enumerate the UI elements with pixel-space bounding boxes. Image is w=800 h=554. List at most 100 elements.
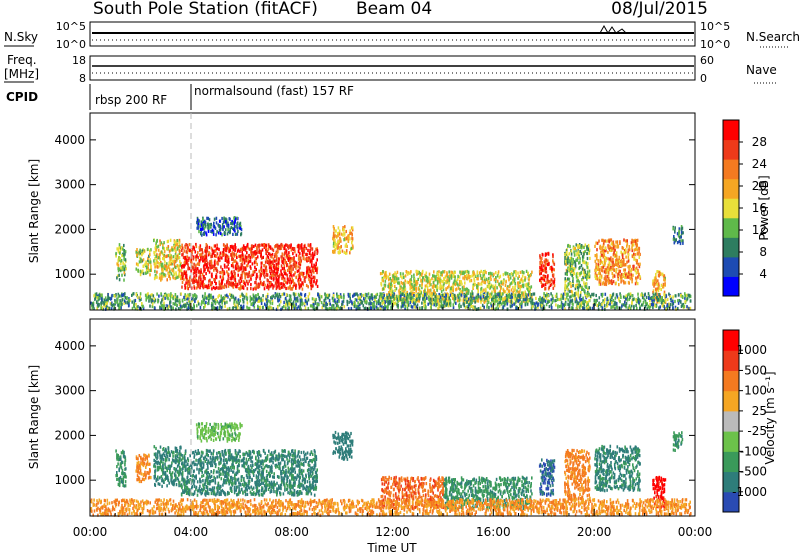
echo-cell bbox=[122, 265, 124, 269]
echo-cell bbox=[233, 225, 236, 229]
echo-cell bbox=[541, 268, 544, 272]
echo-cell bbox=[187, 263, 189, 267]
echo-cell bbox=[401, 282, 404, 286]
echo-cell bbox=[208, 218, 211, 222]
echo-cell bbox=[212, 299, 215, 303]
echo-cell bbox=[202, 224, 205, 228]
echo-cell bbox=[421, 294, 424, 298]
echo-cell bbox=[276, 274, 278, 278]
echo-region bbox=[672, 225, 684, 246]
echo-cell bbox=[283, 270, 285, 274]
echo-cell bbox=[586, 265, 589, 269]
echo-cell bbox=[303, 244, 306, 248]
echo-cell bbox=[483, 292, 486, 296]
echo-cell bbox=[236, 232, 239, 236]
echo-cell bbox=[403, 284, 405, 288]
echo-cell bbox=[448, 270, 450, 274]
echo-cell bbox=[168, 267, 171, 271]
echo-cell bbox=[391, 284, 394, 288]
echo-cell bbox=[569, 299, 572, 303]
echo-cell bbox=[396, 297, 398, 301]
echo-cell bbox=[151, 304, 154, 309]
echo-cell bbox=[448, 281, 450, 285]
echo-cell bbox=[214, 306, 216, 310]
echo-cell bbox=[289, 257, 292, 261]
echo-cell bbox=[186, 278, 189, 282]
echo-cell bbox=[196, 254, 198, 258]
echo-cell bbox=[605, 256, 608, 260]
echo-cell bbox=[255, 267, 257, 272]
echo-cell bbox=[625, 301, 628, 306]
echo-cell bbox=[618, 269, 620, 273]
echo-cell bbox=[654, 287, 657, 291]
echo-cell bbox=[270, 264, 273, 268]
echo-cell bbox=[154, 262, 156, 266]
echo-cell bbox=[680, 293, 682, 297]
echo-cell bbox=[173, 240, 176, 245]
echo-cell bbox=[496, 274, 499, 278]
echo-cell bbox=[565, 296, 568, 300]
echo-cell bbox=[303, 250, 305, 254]
echo-cell bbox=[407, 300, 409, 304]
echo-cell bbox=[122, 261, 125, 265]
echo-cell bbox=[416, 281, 419, 285]
echo-cell bbox=[202, 285, 205, 289]
echo-cell bbox=[299, 260, 301, 264]
echo-cell bbox=[178, 241, 180, 245]
echo-cell bbox=[276, 250, 279, 254]
cpid-label: CPID bbox=[6, 90, 38, 104]
echo-cell bbox=[122, 268, 124, 272]
echo-cell bbox=[315, 262, 317, 266]
echo-cell bbox=[240, 254, 243, 258]
echo-cell bbox=[410, 285, 413, 290]
echo-cell bbox=[626, 260, 628, 264]
echo-cell bbox=[165, 304, 168, 308]
echo-cell bbox=[161, 275, 163, 279]
echo-cell bbox=[188, 295, 190, 299]
echo-cell bbox=[198, 246, 201, 250]
echo-cell bbox=[200, 232, 202, 236]
echo-cell bbox=[234, 246, 237, 250]
echo-cell bbox=[244, 281, 246, 285]
echo-cell bbox=[125, 297, 128, 301]
echo-cell bbox=[632, 243, 635, 247]
echo-cell bbox=[624, 251, 626, 255]
echo-cell bbox=[288, 286, 291, 290]
echo-cell bbox=[247, 246, 249, 250]
echo-cell bbox=[269, 260, 272, 264]
echo-cell bbox=[477, 282, 480, 286]
echo-cell bbox=[485, 299, 487, 303]
echo-cell bbox=[625, 248, 627, 252]
echo-cell bbox=[674, 226, 676, 230]
echo-cell bbox=[251, 273, 253, 277]
echo-cell bbox=[221, 270, 224, 274]
echo-cell bbox=[502, 288, 505, 292]
echo-cell bbox=[526, 286, 528, 290]
echo-cell bbox=[384, 279, 387, 283]
echo-cell bbox=[368, 302, 370, 306]
echo-cell bbox=[455, 287, 458, 291]
echo-cell bbox=[525, 282, 528, 286]
echo-cell bbox=[463, 285, 465, 289]
echo-cell bbox=[566, 272, 568, 276]
echo-cell bbox=[157, 244, 160, 248]
echo-cell bbox=[483, 273, 485, 277]
echo-cell bbox=[294, 262, 296, 266]
echo-cell bbox=[266, 292, 269, 296]
echo-cell bbox=[211, 264, 213, 268]
echo-cell bbox=[545, 266, 547, 271]
echo-cell bbox=[288, 251, 290, 255]
echo-cell bbox=[337, 294, 339, 298]
echo-cell bbox=[334, 229, 337, 233]
echo-cell bbox=[432, 281, 435, 285]
echo-cell bbox=[520, 284, 523, 288]
echo-cell bbox=[292, 247, 294, 251]
echo-cell bbox=[147, 266, 149, 270]
echo-cell bbox=[257, 250, 259, 254]
echo-cell bbox=[495, 271, 497, 275]
echo-cell bbox=[465, 300, 467, 305]
station-title: South Pole Station (fitACF) bbox=[93, 0, 318, 19]
echo-cell bbox=[606, 303, 609, 307]
echo-cell bbox=[185, 243, 187, 247]
echo-cell bbox=[271, 283, 273, 287]
